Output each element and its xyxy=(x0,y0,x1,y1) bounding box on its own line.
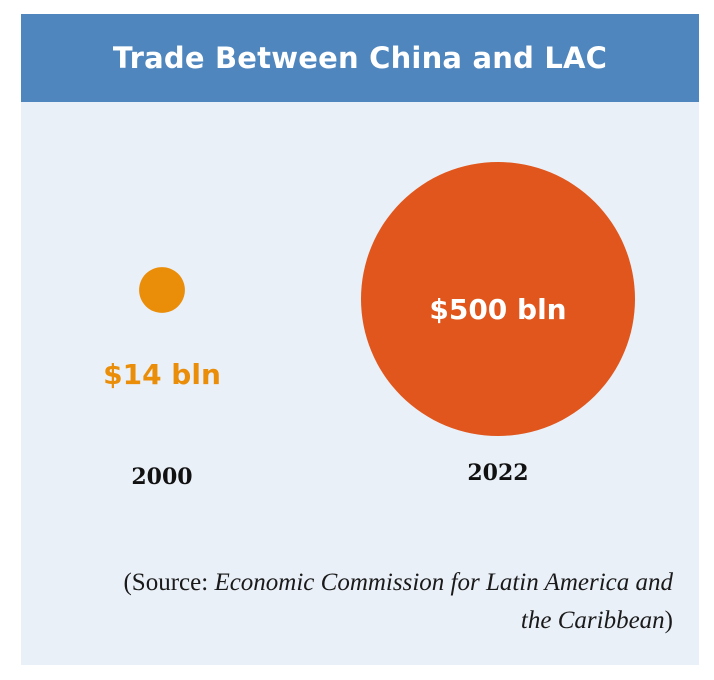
chart-title: Trade Between China and LAC xyxy=(112,41,608,75)
year-label-2022: 2022 xyxy=(467,460,528,486)
title-banner: Trade Between China and LAC xyxy=(21,14,699,102)
source-suffix: ) xyxy=(664,607,673,634)
infographic-card: Trade Between China and LAC $14 bln 2000 $… xyxy=(21,14,699,665)
source-prefix: (Source: xyxy=(123,569,215,596)
value-label-2000: $14 bln xyxy=(103,358,221,391)
bubble-2022 xyxy=(361,162,635,436)
value-label-2022: $500 bln xyxy=(429,293,566,326)
bubble-2000 xyxy=(139,267,185,313)
source-name: Economic Commission for Latin America an… xyxy=(214,569,673,634)
source-note: (Source: Economic Commission for Latin A… xyxy=(113,564,673,640)
bubble-chart: $14 bln 2000 $500 bln 2022 xyxy=(103,162,635,490)
year-label-2000: 2000 xyxy=(131,464,192,490)
